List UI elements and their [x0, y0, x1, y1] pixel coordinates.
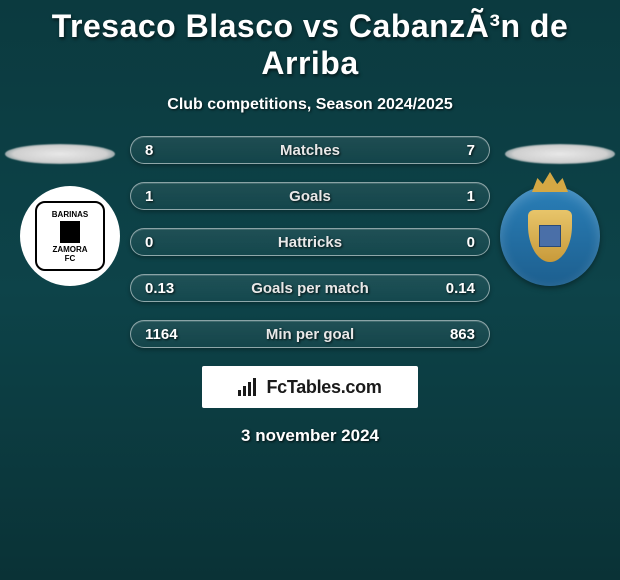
crown-icon [532, 172, 568, 192]
stat-left-value: 1 [145, 188, 153, 205]
stat-left-value: 0.13 [145, 280, 174, 297]
stat-row-min-per-goal: 1164 Min per goal 863 [130, 320, 490, 348]
stat-right-value: 0 [467, 234, 475, 251]
stat-row-matches: 8 Matches 7 [130, 136, 490, 164]
crest-shadow-right [505, 144, 615, 164]
date-text: 3 november 2024 [0, 426, 620, 446]
stat-left-value: 8 [145, 142, 153, 159]
stat-right-value: 1 [467, 188, 475, 205]
team-right-crest [500, 186, 600, 286]
stat-label: Matches [280, 142, 340, 159]
stat-label: Hattricks [278, 234, 342, 251]
comparison-panel: BARINAS ZAMORA FC 8 Matches 7 1 Goals 1 … [0, 136, 620, 446]
stat-left-value: 1164 [145, 326, 178, 343]
stat-label: Min per goal [266, 326, 354, 343]
crest-shadow-left [5, 144, 115, 164]
stat-row-goals: 1 Goals 1 [130, 182, 490, 210]
team-left-crest: BARINAS ZAMORA FC [20, 186, 120, 286]
crest-left-graphic [60, 221, 80, 243]
crest-left-mid-text: ZAMORA [52, 245, 87, 254]
castle-icon [539, 225, 561, 247]
stat-right-value: 863 [450, 326, 475, 343]
stat-right-value: 0.14 [446, 280, 475, 297]
crest-left-top-text: BARINAS [52, 210, 88, 219]
brand-badge: FcTables.com [202, 366, 418, 408]
stat-row-hattricks: 0 Hattricks 0 [130, 228, 490, 256]
bar-chart-icon [238, 378, 260, 396]
subtitle: Club competitions, Season 2024/2025 [0, 96, 620, 114]
stat-label: Goals per match [251, 280, 369, 297]
crest-left-bot-text: FC [65, 254, 76, 263]
stat-label: Goals [289, 188, 331, 205]
stat-right-value: 7 [467, 142, 475, 159]
brand-text: FcTables.com [266, 377, 381, 398]
stats-list: 8 Matches 7 1 Goals 1 0 Hattricks 0 0.13… [130, 136, 490, 348]
shield-icon [528, 210, 572, 262]
page-title: Tresaco Blasco vs CabanzÃ³n de Arriba [0, 0, 620, 82]
stat-left-value: 0 [145, 234, 153, 251]
stat-row-goals-per-match: 0.13 Goals per match 0.14 [130, 274, 490, 302]
